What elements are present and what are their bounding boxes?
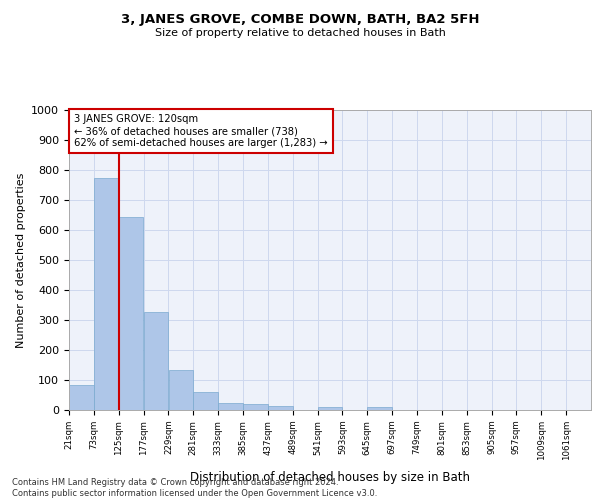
Bar — [218, 403, 243, 410]
Bar — [367, 406, 392, 410]
Bar — [193, 392, 218, 410]
Bar — [119, 217, 143, 410]
Text: Size of property relative to detached houses in Bath: Size of property relative to detached ho… — [155, 28, 445, 38]
Text: 3 JANES GROVE: 120sqm
← 36% of detached houses are smaller (738)
62% of semi-det: 3 JANES GROVE: 120sqm ← 36% of detached … — [74, 114, 328, 148]
Bar — [243, 404, 268, 410]
Y-axis label: Number of detached properties: Number of detached properties — [16, 172, 26, 348]
X-axis label: Distribution of detached houses by size in Bath: Distribution of detached houses by size … — [190, 471, 470, 484]
Bar — [268, 406, 293, 410]
Bar — [69, 385, 94, 410]
Text: 3, JANES GROVE, COMBE DOWN, BATH, BA2 5FH: 3, JANES GROVE, COMBE DOWN, BATH, BA2 5F… — [121, 12, 479, 26]
Bar — [143, 312, 169, 410]
Bar — [94, 178, 119, 410]
Text: Contains HM Land Registry data © Crown copyright and database right 2024.
Contai: Contains HM Land Registry data © Crown c… — [12, 478, 377, 498]
Bar — [317, 407, 343, 410]
Bar — [169, 370, 193, 410]
